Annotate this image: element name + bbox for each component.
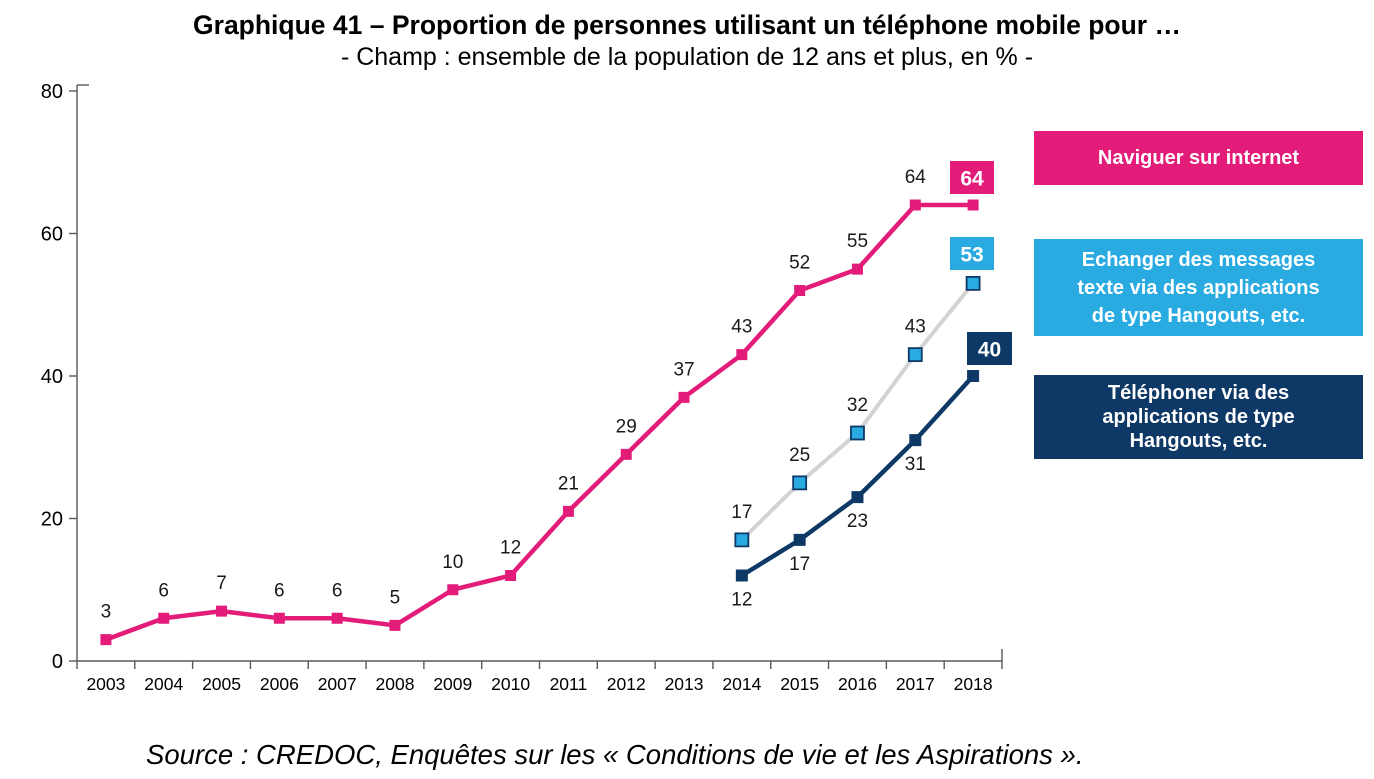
svg-text:2008: 2008 <box>376 674 415 694</box>
svg-text:6: 6 <box>274 580 285 601</box>
svg-text:53: 53 <box>960 244 983 267</box>
svg-text:12: 12 <box>500 538 521 559</box>
svg-text:2016: 2016 <box>838 674 877 694</box>
svg-text:2013: 2013 <box>665 674 704 694</box>
svg-text:23: 23 <box>847 511 868 532</box>
svg-text:2003: 2003 <box>86 674 125 694</box>
svg-text:2015: 2015 <box>780 674 819 694</box>
svg-text:31: 31 <box>905 454 926 475</box>
svg-text:21: 21 <box>558 473 579 494</box>
svg-text:17: 17 <box>789 554 810 575</box>
svg-text:2012: 2012 <box>607 674 646 694</box>
svg-text:2004: 2004 <box>144 674 183 694</box>
svg-text:7: 7 <box>216 573 227 594</box>
svg-text:25: 25 <box>789 445 810 466</box>
svg-text:64: 64 <box>905 167 927 188</box>
svg-text:40: 40 <box>41 366 63 388</box>
svg-text:64: 64 <box>960 168 984 191</box>
svg-text:5: 5 <box>390 587 401 608</box>
svg-text:0: 0 <box>52 651 63 673</box>
svg-text:10: 10 <box>442 552 463 573</box>
svg-text:37: 37 <box>673 359 694 380</box>
svg-text:2010: 2010 <box>491 674 530 694</box>
svg-text:60: 60 <box>41 224 63 246</box>
svg-text:2006: 2006 <box>260 674 299 694</box>
svg-text:43: 43 <box>905 317 926 338</box>
svg-text:2011: 2011 <box>550 674 588 694</box>
svg-text:55: 55 <box>847 231 868 252</box>
svg-text:52: 52 <box>789 253 810 274</box>
svg-text:2009: 2009 <box>433 674 472 694</box>
svg-text:2007: 2007 <box>318 674 357 694</box>
svg-text:40: 40 <box>978 339 1001 362</box>
svg-text:17: 17 <box>731 502 752 523</box>
svg-text:3: 3 <box>101 602 112 623</box>
svg-text:43: 43 <box>731 317 752 338</box>
svg-text:32: 32 <box>847 395 868 416</box>
svg-text:29: 29 <box>616 416 637 437</box>
svg-text:6: 6 <box>158 580 169 601</box>
svg-text:6: 6 <box>332 580 343 601</box>
svg-text:2018: 2018 <box>954 674 993 694</box>
svg-text:2017: 2017 <box>896 674 935 694</box>
svg-text:2005: 2005 <box>202 674 241 694</box>
svg-text:12: 12 <box>731 590 752 611</box>
svg-text:2014: 2014 <box>722 674 761 694</box>
svg-text:20: 20 <box>41 509 63 531</box>
svg-text:80: 80 <box>41 81 63 103</box>
